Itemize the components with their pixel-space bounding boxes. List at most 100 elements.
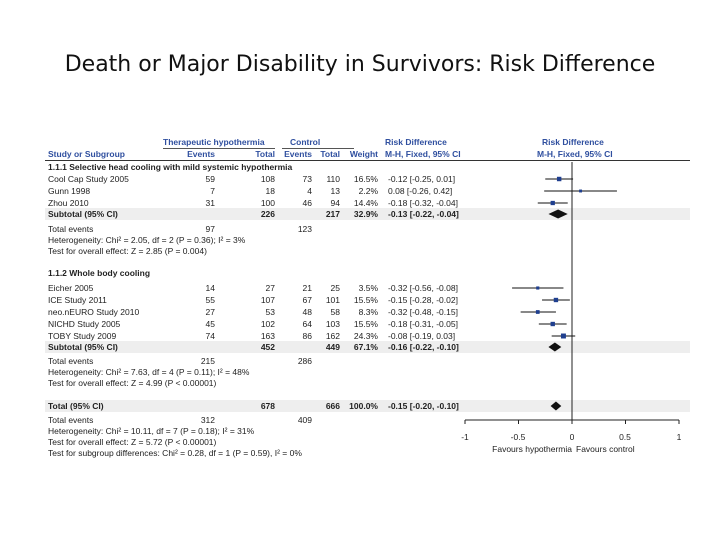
study-total2: 101 (325, 295, 340, 305)
point-estimate (579, 189, 583, 193)
study-ci: -0.18 [-0.32, -0.04] (388, 198, 458, 208)
total-events2: 409 (297, 415, 312, 425)
pooled-diamond (548, 342, 562, 352)
point-estimate (556, 176, 562, 182)
study-events1: 31 (205, 198, 215, 208)
total-events1: 97 (205, 224, 215, 234)
study-weight: 14.4% (353, 198, 378, 208)
study-total2: 162 (325, 331, 340, 341)
header-group1: Therapeutic hypothermia (163, 137, 265, 147)
study-total1: 108 (260, 174, 275, 184)
study-events1: 7 (210, 186, 215, 196)
total-events1: 312 (200, 415, 215, 425)
total-events2: 123 (297, 224, 312, 234)
header-method-plot: M-H, Fixed, 95% CI (537, 149, 613, 159)
point-estimate (553, 297, 559, 303)
subtotal-weight: 67.1% (353, 342, 378, 352)
subgroup1-title: 1.1.1 Selective head cooling with mild s… (48, 162, 293, 172)
study-weight: 3.5% (358, 283, 378, 293)
total-total2: 666 (325, 401, 340, 411)
study-name: TOBY Study 2009 (48, 331, 117, 341)
study-name: ICE Study 2011 (48, 295, 107, 305)
heterogeneity-text: Heterogeneity: Chi² = 7.63, df = 4 (P = … (48, 367, 250, 377)
study-events1: 45 (205, 319, 215, 329)
subtotal-total1: 226 (260, 209, 275, 219)
study-events1: 59 (205, 174, 215, 184)
pooled-diamond (550, 401, 562, 411)
study-total1: 102 (260, 319, 275, 329)
point-estimate (535, 310, 540, 314)
header-events2: Events (284, 149, 312, 159)
study-name: Eicher 2005 (48, 283, 94, 293)
study-events2: 67 (302, 295, 312, 305)
subgroup2-title: 1.1.2 Whole body cooling (48, 268, 151, 278)
study-ci: -0.08 [-0.19, 0.03] (388, 331, 456, 341)
subtotal-label: Subtotal (95% CI) (48, 342, 118, 352)
study-name: Zhou 2010 (48, 198, 89, 208)
study-name: Gunn 1998 (48, 186, 91, 196)
study-total1: 163 (260, 331, 275, 341)
total-events2: 286 (297, 356, 312, 366)
tick-label: 1 (676, 432, 682, 442)
study-weight: 16.5% (353, 174, 378, 184)
study-weight: 15.5% (353, 295, 378, 305)
subtotal1-band (45, 208, 690, 220)
study-total2: 94 (330, 198, 340, 208)
overall-effect-text: Test for overall effect: Z = 4.99 (P < 0… (48, 378, 217, 388)
study-events2: 21 (302, 283, 312, 293)
header-total1: Total (255, 149, 275, 159)
total-label: Total (95% CI) (48, 401, 104, 411)
total-weight: 100.0% (349, 401, 378, 411)
study-name: Cool Cap Study 2005 (48, 174, 129, 184)
study-events2: 73 (302, 174, 312, 184)
point-estimate (560, 333, 566, 339)
study-events2: 64 (302, 319, 312, 329)
header-study: Study or Subgroup (48, 149, 125, 159)
study-events2: 4 (307, 186, 312, 196)
study-total2: 25 (330, 283, 340, 293)
subtotal-ci: -0.13 [-0.22, -0.04] (388, 209, 459, 219)
subgroup-difference-text: Test for subgroup differences: Chi² = 0.… (48, 448, 302, 458)
total-total1: 678 (260, 401, 275, 411)
study-total1: 53 (265, 307, 275, 317)
study-weight: 15.5% (353, 319, 378, 329)
subtotal-ci: -0.16 [-0.22, -0.10] (388, 342, 459, 352)
study-total1: 107 (260, 295, 275, 305)
tick-label: 0.5 (619, 432, 631, 442)
total-events-label: Total events (48, 356, 94, 366)
header-total2: Total (320, 149, 340, 159)
header-events1: Events (187, 149, 215, 159)
point-estimate (536, 286, 540, 290)
header-rule-group2 (282, 148, 354, 149)
study-ci: -0.15 [-0.28, -0.02] (388, 295, 458, 305)
study-total1: 18 (265, 186, 275, 196)
study-ci: -0.32 [-0.48, -0.15] (388, 307, 458, 317)
subtotal-weight: 32.9% (353, 209, 378, 219)
total-events-label: Total events (48, 415, 94, 425)
subtotal-label: Subtotal (95% CI) (48, 209, 118, 219)
study-events2: 86 (302, 331, 312, 341)
study-events2: 46 (302, 198, 312, 208)
study-total2: 58 (330, 307, 340, 317)
study-weight: 24.3% (353, 331, 378, 341)
study-ci: -0.12 [-0.25, 0.01] (388, 174, 456, 184)
point-estimate (550, 200, 555, 206)
total-events1: 215 (200, 356, 215, 366)
header-rule-group1 (163, 148, 275, 149)
overall-effect-text: Test for overall effect: Z = 2.85 (P = 0… (48, 246, 207, 256)
header-rd-text: Risk Difference (385, 137, 447, 147)
subtotal-total1: 452 (260, 342, 275, 352)
favours-control-label: Favours control (576, 444, 635, 454)
tick-label: 0 (569, 432, 575, 442)
overall-effect-text: Test for overall effect: Z = 5.72 (P < 0… (48, 437, 217, 447)
header-bottom-rule (45, 160, 690, 161)
study-events2: 48 (302, 307, 312, 317)
study-weight: 2.2% (358, 186, 378, 196)
header-method-text: M-H, Fixed, 95% CI (385, 149, 461, 159)
subtotal-total2: 449 (325, 342, 340, 352)
study-total1: 27 (265, 283, 275, 293)
study-ci: -0.32 [-0.56, -0.08] (388, 283, 458, 293)
heterogeneity-text: Heterogeneity: Chi² = 2.05, df = 2 (P = … (48, 235, 246, 245)
subtotal-total2: 217 (325, 209, 340, 219)
